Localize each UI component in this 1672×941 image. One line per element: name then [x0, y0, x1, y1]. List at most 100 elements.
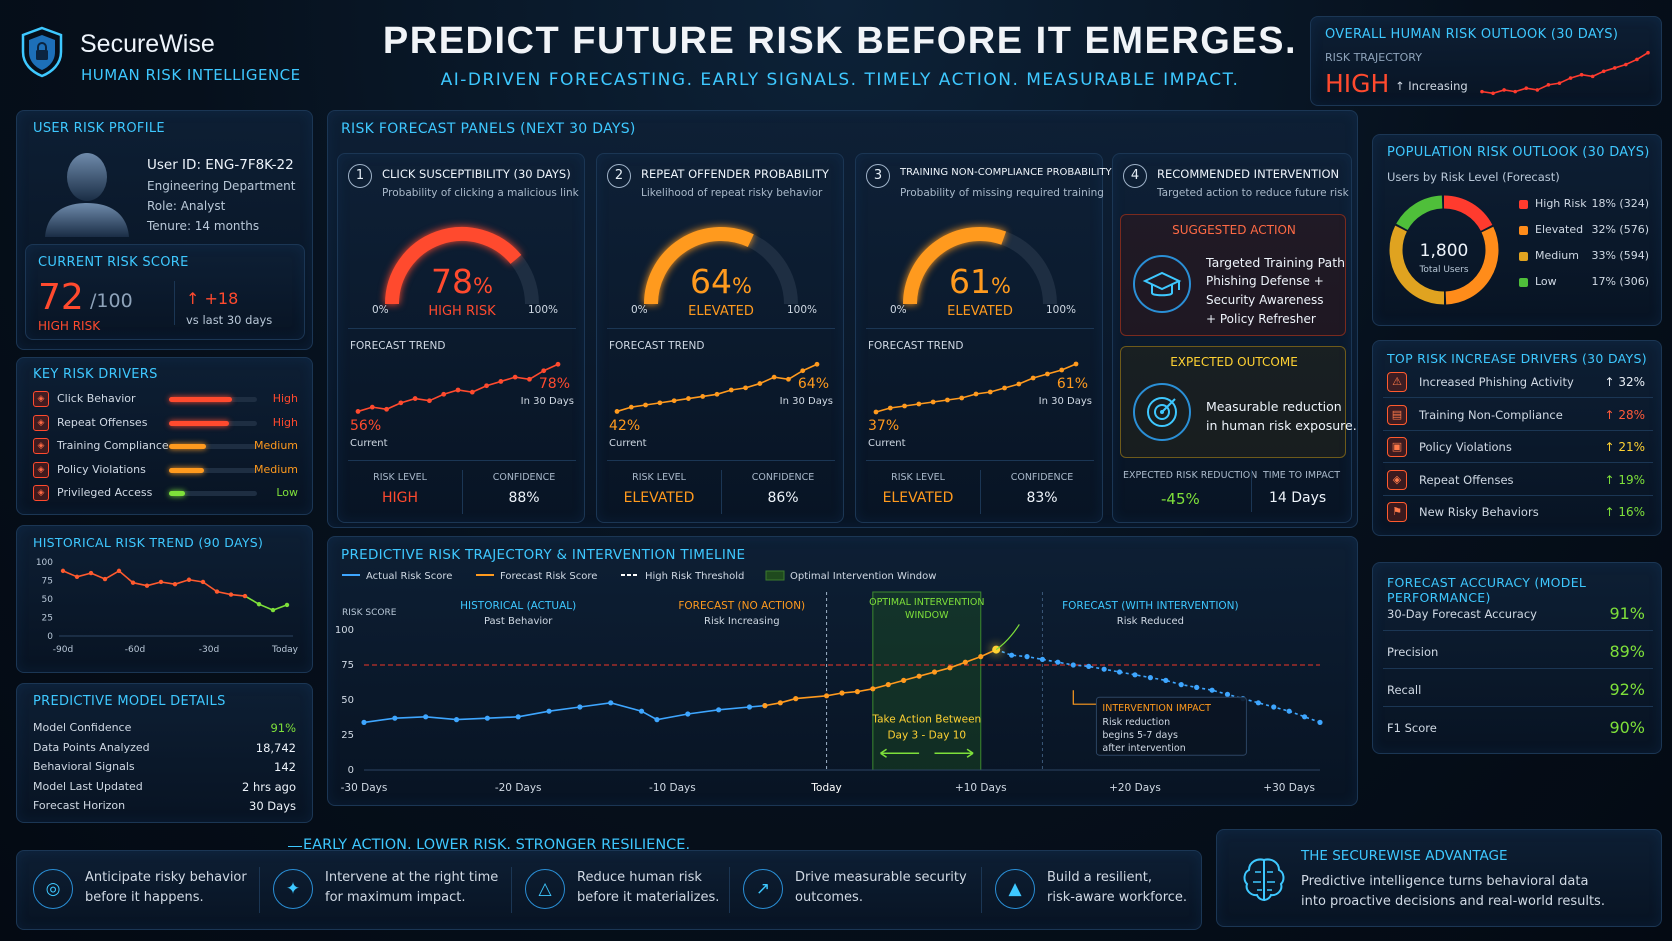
- card-number-badge: 4: [1123, 164, 1147, 188]
- intervention-series-point: [1286, 708, 1292, 714]
- suggested-action-box: SUGGESTED ACTION Targeted Training Path P…: [1120, 214, 1346, 336]
- trend-point: [728, 387, 734, 393]
- target-icon: [1133, 383, 1191, 441]
- actual-series-point: [608, 700, 614, 706]
- footer-benefit-line: for maximum impact.: [325, 890, 466, 905]
- trend-point: [455, 387, 461, 393]
- time-label: TIME TO IMPACT: [1263, 470, 1341, 481]
- driver-label: Click Behavior: [57, 392, 136, 405]
- trend-point: [945, 397, 950, 403]
- profile-title: USER RISK PROFILE: [33, 121, 165, 136]
- trend-point: [671, 398, 677, 404]
- driver-level: Medium: [254, 439, 298, 452]
- trend-point: [284, 602, 290, 608]
- driver-bar-fill: [169, 420, 229, 426]
- top-driver-value: ↑ 32%: [1604, 375, 1645, 389]
- card-subtitle: Likelihood of repeat risky behavior: [641, 187, 823, 199]
- trend-point: [1002, 385, 1007, 391]
- legend-label: Forecast Risk Score: [500, 571, 597, 582]
- gauge: [644, 227, 798, 305]
- intervention-series-point: [1070, 662, 1076, 668]
- trend-point: [786, 376, 791, 382]
- accuracy-value: 90%: [1609, 718, 1645, 737]
- accuracy-label: F1 Score: [1387, 721, 1437, 735]
- intervention-series-point: [1116, 669, 1123, 675]
- confidence-value: 86%: [767, 490, 799, 506]
- card-number-badge: 3: [866, 164, 890, 188]
- intervention-series-point: [1194, 684, 1200, 690]
- impact-line: Risk reduction: [1102, 717, 1170, 728]
- y-tick-label: 25: [341, 730, 354, 741]
- trend-point: [469, 389, 475, 395]
- trend-point: [973, 391, 979, 397]
- predictive-model-panel: PREDICTIVE MODEL DETAILS Model Confidenc…: [16, 683, 313, 823]
- x-tick-label: Today: [271, 645, 299, 655]
- hero-headline: PREDICT FUTURE RISK BEFORE IT EMERGES.: [382, 20, 1298, 62]
- y-tick-label: 100: [36, 558, 53, 568]
- divider: [462, 470, 463, 514]
- trend-start-note: Current: [609, 438, 647, 449]
- driver-bar-fill: [169, 397, 233, 402]
- footer-benefits-bar: ◎ Anticipate risky behavior before it happ…: [16, 850, 1202, 930]
- divider: [866, 328, 1094, 329]
- footer-benefit-line: Intervene at the right time: [325, 870, 499, 885]
- driver-bar-track: [169, 444, 257, 449]
- trend-point: [555, 361, 561, 367]
- x-tick-label: -20 Days: [495, 782, 542, 794]
- trend-end-note: In 30 Days: [779, 396, 833, 407]
- historical-trend-panel: HISTORICAL RISK TREND (90 DAYS) 100 75 50 2…: [16, 525, 313, 673]
- trend-point: [158, 579, 164, 585]
- x-tick-label: +30 Days: [1263, 782, 1315, 794]
- gauge-max: 100%: [787, 304, 818, 316]
- gauge-number: 61: [949, 262, 992, 301]
- section-subtitle: Risk Increasing: [704, 616, 780, 627]
- footer-slogan: EARLY ACTION. LOWER RISK. STRONGER RESIL…: [303, 837, 691, 853]
- trend-segment: [216, 590, 232, 596]
- spark-point: [1646, 50, 1650, 55]
- actual-series-point: [546, 708, 552, 714]
- advantage-panel: THE SECUREWISE ADVANTAGE Predictive inte…: [1216, 829, 1662, 927]
- warning-icon: ◈: [33, 438, 49, 454]
- driver-bar-track: [169, 467, 257, 473]
- gauge-min: 0%: [372, 304, 389, 316]
- total-users-label: Total Users: [1419, 265, 1469, 275]
- forecast-title: RISK FORECAST PANELS (NEXT 30 DAYS): [341, 121, 636, 137]
- divider: [511, 867, 512, 913]
- trend-label: FORECAST TREND: [868, 340, 964, 352]
- driver-bar-fill: [169, 467, 205, 473]
- trend-point: [228, 592, 234, 597]
- footer-benefit-line: outcomes.: [795, 890, 863, 905]
- hero-subline: AI-DRIVEN FORECASTING. EARLY SIGNALS. TI…: [440, 70, 1240, 90]
- legend-swatch: [1519, 252, 1528, 261]
- legend-label: Optimal Intervention Window: [790, 571, 936, 582]
- gauge-min: 0%: [631, 304, 648, 316]
- card-title: REPEAT OFFENDER PROBABILITY: [641, 167, 829, 181]
- impact-box: [1095, 696, 1247, 756]
- trend-point: [355, 409, 361, 414]
- spark-point: [1546, 83, 1551, 87]
- trend-point: [686, 396, 691, 401]
- trend-label: FORECAST TREND: [350, 340, 446, 352]
- gauge-fill: [903, 227, 1007, 305]
- legend-swatch: [1519, 278, 1528, 287]
- trend-point: [959, 395, 965, 401]
- suggested-line: + Policy Refresher: [1206, 312, 1316, 326]
- top-driver-label: Increased Phishing Activity: [1419, 375, 1574, 389]
- forecast-series-point: [777, 700, 783, 706]
- divider: [259, 867, 260, 913]
- forecast-series-point: [916, 673, 922, 679]
- trend-point: [1030, 375, 1036, 381]
- actual-series-line: [363, 701, 765, 724]
- x-tick-label: +10 Days: [955, 782, 1007, 794]
- trend-segment: [76, 572, 92, 578]
- spark-point: [1568, 76, 1573, 80]
- gauge: [903, 227, 1057, 305]
- trend-point: [714, 391, 720, 397]
- confidence-label: CONFIDENCE: [751, 472, 815, 483]
- driver-label: Training Compliance: [57, 439, 169, 452]
- actual-series-point: [638, 708, 645, 714]
- footer-benefit-line: Reduce human risk: [577, 870, 702, 885]
- trend-point: [930, 399, 936, 405]
- trend-point: [498, 379, 504, 384]
- window-text: Day 3 - Day 10: [887, 729, 966, 741]
